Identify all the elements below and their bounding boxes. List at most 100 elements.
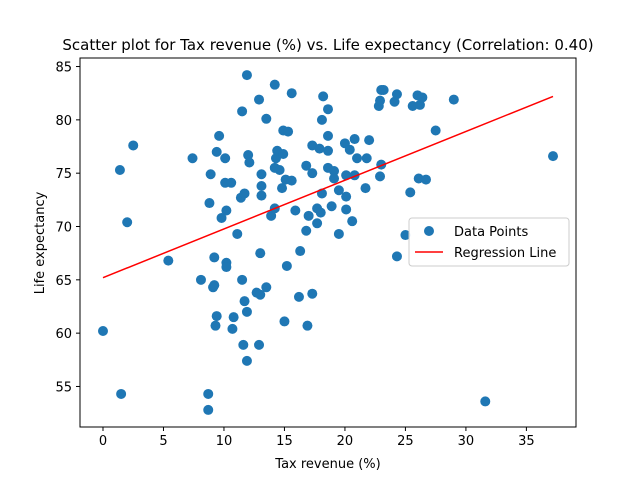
data-point <box>391 89 402 100</box>
data-point <box>243 150 254 161</box>
x-tick-label: 25 <box>397 434 414 449</box>
data-point <box>195 274 206 285</box>
x-tick-label: 10 <box>216 434 233 449</box>
legend-marker-data-points <box>424 226 434 236</box>
y-tick-label: 85 <box>55 61 72 76</box>
data-point <box>211 311 222 322</box>
data-point <box>254 339 265 350</box>
data-point <box>341 191 352 202</box>
data-point <box>238 339 249 350</box>
data-point <box>364 135 375 146</box>
y-tick-label: 55 <box>55 380 72 395</box>
data-point <box>232 228 243 239</box>
data-point <box>281 260 292 271</box>
y-tick-label: 65 <box>55 274 72 289</box>
data-point <box>302 320 313 331</box>
data-point <box>255 248 266 259</box>
data-point <box>122 217 133 228</box>
data-point <box>548 151 559 162</box>
legend-label-data-points: Data Points <box>454 225 528 240</box>
x-tick-label: 20 <box>337 434 354 449</box>
plot-area <box>97 70 559 415</box>
data-point <box>269 79 280 90</box>
data-point <box>333 185 344 196</box>
data-point <box>256 180 267 191</box>
data-point <box>270 153 281 164</box>
data-point <box>221 205 232 216</box>
data-point <box>301 225 312 236</box>
x-tick-label: 30 <box>458 434 475 449</box>
data-point <box>256 169 267 180</box>
legend-box <box>408 217 570 267</box>
data-point <box>352 153 363 164</box>
y-tick-label: 70 <box>55 221 72 236</box>
data-point <box>448 94 459 105</box>
x-axis-label: Tax revenue (%) <box>274 457 380 472</box>
x-axis-ticks: 0 5 10 15 20 25 30 35 <box>99 427 535 449</box>
y-tick-label: 75 <box>55 167 72 182</box>
data-point <box>214 130 225 141</box>
data-point <box>290 205 301 216</box>
chart-title: Scatter plot for Tax revenue (%) vs. Lif… <box>62 36 593 54</box>
data-point <box>307 168 318 179</box>
data-point <box>315 207 326 218</box>
data-point <box>241 306 252 317</box>
data-point <box>255 289 266 300</box>
data-point <box>417 92 428 103</box>
data-point <box>277 183 288 194</box>
data-point <box>378 84 389 95</box>
data-point <box>187 153 198 164</box>
data-point <box>203 404 214 415</box>
data-point <box>430 125 441 136</box>
data-point <box>323 145 333 156</box>
data-point <box>329 173 340 184</box>
data-point <box>347 216 358 227</box>
data-point <box>316 114 327 125</box>
y-axis-label: Life expectancy <box>33 191 48 294</box>
data-point <box>274 164 285 175</box>
data-point <box>239 296 250 307</box>
data-point <box>205 169 216 180</box>
y-axis-ticks: 55 60 65 70 75 80 85 <box>55 61 80 395</box>
data-point <box>279 316 290 327</box>
data-point <box>228 312 239 323</box>
data-point <box>128 140 139 151</box>
legend: Data Points Regression Line <box>408 217 570 267</box>
data-point <box>209 280 220 291</box>
data-point <box>341 170 352 181</box>
data-point <box>163 255 174 266</box>
data-point <box>341 204 352 215</box>
data-point <box>216 212 227 223</box>
data-point <box>307 288 318 299</box>
data-point <box>210 320 221 331</box>
data-point <box>116 388 127 399</box>
data-point <box>344 144 355 155</box>
data-point <box>256 190 267 201</box>
data-point <box>405 187 416 198</box>
data-point <box>241 355 252 366</box>
data-point <box>261 282 272 293</box>
data-point <box>204 198 215 209</box>
x-tick-label: 0 <box>99 434 107 449</box>
data-point <box>97 326 108 337</box>
x-tick-label: 35 <box>518 434 535 449</box>
data-point <box>391 251 402 262</box>
data-point <box>323 130 333 141</box>
data-point <box>295 246 306 257</box>
data-point <box>226 177 237 188</box>
data-point <box>241 70 252 81</box>
data-point <box>323 104 333 115</box>
data-point <box>333 228 344 239</box>
data-point <box>244 157 255 168</box>
data-point <box>360 183 371 194</box>
data-point <box>314 143 325 154</box>
data-point <box>312 218 323 229</box>
data-point <box>114 164 125 175</box>
x-tick-label: 15 <box>276 434 293 449</box>
x-tick-label: 5 <box>159 434 167 449</box>
data-point <box>400 230 411 241</box>
data-point <box>349 134 360 145</box>
data-point <box>329 166 340 177</box>
data-point <box>221 262 232 273</box>
